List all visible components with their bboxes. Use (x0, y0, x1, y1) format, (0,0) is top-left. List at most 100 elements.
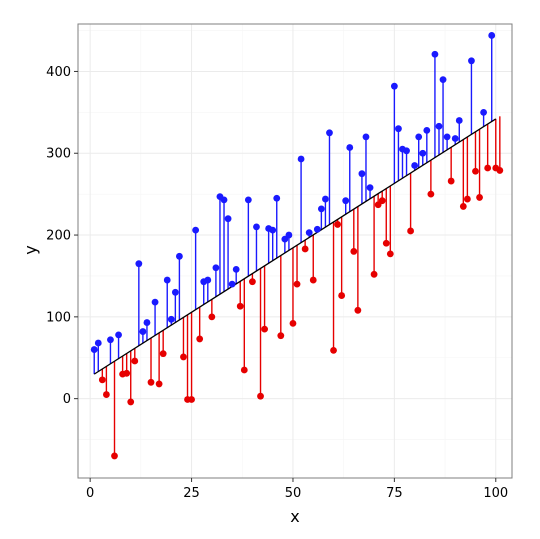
data-point-below (301, 245, 309, 253)
data-point-below (277, 332, 285, 340)
data-point-above (139, 328, 147, 335)
data-point-above (167, 315, 175, 323)
data-point-above (204, 276, 212, 284)
data-point-above (269, 226, 277, 234)
data-point-below (236, 302, 244, 310)
data-point-below (188, 396, 195, 403)
y-tick-label: 200 (46, 229, 71, 244)
data-point-above (90, 346, 98, 353)
data-point-above (220, 196, 228, 204)
data-point-above (423, 126, 431, 134)
plot-panel (78, 24, 512, 478)
data-point-above (411, 162, 419, 169)
data-point-above (224, 215, 232, 223)
data-point-below (111, 452, 118, 460)
data-point-above (390, 82, 398, 90)
data-point-below (240, 366, 248, 374)
data-point-above (322, 195, 329, 203)
data-point-above (107, 336, 114, 344)
data-point-above (443, 133, 451, 141)
data-point-above (273, 194, 281, 202)
data-point-below (196, 335, 204, 343)
data-point-above (212, 264, 220, 272)
data-point-below (159, 350, 167, 358)
x-tick-label: 50 (285, 486, 302, 501)
data-point-below (350, 248, 358, 255)
data-point-below (378, 197, 386, 205)
data-point-below (334, 221, 341, 228)
data-point-above (192, 226, 200, 234)
data-point-above (403, 147, 410, 155)
data-point-above (176, 252, 183, 260)
data-point-below (98, 376, 106, 384)
y-tick-label: 400 (46, 65, 71, 80)
x-tick-label: 75 (386, 486, 403, 501)
data-point-below (484, 164, 492, 172)
data-point-above (346, 144, 354, 151)
regression-fit-line (93, 118, 497, 375)
y-axis-title: y (21, 245, 40, 254)
y-tick-label: 100 (46, 310, 71, 325)
x-axis-title: x (290, 507, 299, 526)
data-point-above (305, 229, 313, 236)
data-point-below (102, 391, 110, 398)
data-point-above (285, 231, 293, 239)
data-point-below (459, 203, 467, 210)
data-point-below (261, 325, 268, 333)
data-point-below (131, 357, 139, 365)
data-point-above (297, 155, 305, 163)
data-point-above (468, 57, 475, 65)
data-point-above (439, 76, 447, 84)
data-point-above (395, 125, 402, 133)
data-point-above (171, 288, 179, 296)
data-point-above (488, 32, 496, 39)
data-point-above (143, 319, 151, 326)
data-point-above (326, 129, 333, 137)
axes: 0 25 50 75 100 0 100 200 300 400 (46, 65, 508, 501)
data-point-above (358, 170, 366, 178)
data-point-below (208, 313, 216, 321)
data-point-below (386, 250, 394, 258)
data-point-below (463, 195, 471, 203)
data-point-above (253, 223, 260, 231)
data-point-below (330, 346, 337, 354)
data-point-below (127, 398, 135, 406)
data-point-above (342, 197, 350, 205)
y-tick-label: 0 (63, 392, 71, 407)
data-point-below (123, 369, 131, 377)
data-point-above (362, 133, 370, 141)
data-point-below (155, 380, 163, 388)
residual-stems (93, 35, 501, 456)
data-point-below (427, 190, 435, 198)
data-point-below (147, 378, 155, 386)
data-point-above (415, 133, 423, 141)
data-point-above (94, 339, 102, 347)
data-point-below (249, 278, 256, 286)
data-point-below (338, 292, 346, 299)
data-point-above (313, 225, 321, 233)
data-point-above (431, 50, 439, 58)
data-point-above (366, 184, 374, 192)
data-point-above (135, 260, 143, 268)
data-points (90, 32, 504, 460)
data-point-below (447, 177, 455, 185)
data-point-above (435, 122, 443, 130)
data-point-above (151, 298, 159, 306)
fit-line-layer (93, 118, 497, 375)
data-point-below (472, 167, 479, 175)
data-point-above (232, 266, 240, 273)
data-point-below (257, 392, 264, 400)
data-point-above (419, 149, 427, 157)
data-point-above (228, 280, 236, 288)
data-point-below (309, 276, 317, 284)
data-point-above (115, 331, 122, 339)
data-point-above (317, 205, 325, 213)
data-point-above (451, 135, 459, 142)
data-point-below (293, 280, 301, 288)
data-point-below (407, 227, 414, 235)
y-tick-label: 300 (46, 147, 71, 162)
x-tick-label: 25 (183, 486, 200, 501)
data-point-above (455, 117, 463, 124)
